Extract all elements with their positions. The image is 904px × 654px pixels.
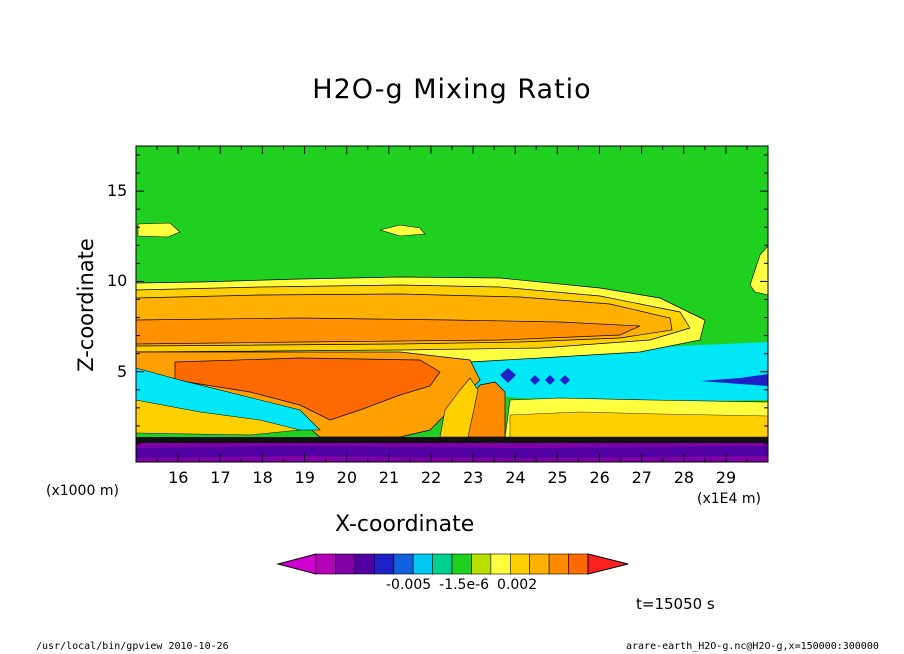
colorbar-swatch xyxy=(548,553,569,575)
x-tick-label: 27 xyxy=(631,468,652,487)
colorbar-swatch xyxy=(471,553,492,575)
x-tick-label: 25 xyxy=(547,468,568,487)
y-tick-label: 10 xyxy=(107,271,128,291)
contour-field xyxy=(135,146,769,462)
surface-boundary xyxy=(136,437,768,443)
colorbar-swatch xyxy=(412,553,433,575)
x-scale-label: (x1E4 m) xyxy=(697,491,761,507)
x-tick-label: 17 xyxy=(210,468,231,487)
colorbar-swatch xyxy=(393,553,414,575)
colorbar-tick-label: -1.5e-6 xyxy=(439,577,490,593)
x-tick-label: 16 xyxy=(168,468,189,487)
x-tick-label: 22 xyxy=(420,468,442,487)
chart-title: H2O-g Mixing Ratio xyxy=(312,74,592,105)
colorbar-swatch xyxy=(432,553,453,575)
y-axis-label: Z-coordinate xyxy=(74,238,98,372)
y-tick-marks xyxy=(136,154,768,445)
colorbar-swatch xyxy=(490,553,511,575)
blue-band xyxy=(700,374,768,386)
time-label: t=15050 s xyxy=(636,595,715,613)
colorbar-swatch xyxy=(335,553,356,575)
colorbar-swatch xyxy=(451,553,472,575)
x-tick-label: 28 xyxy=(673,468,695,487)
core-band xyxy=(135,317,641,345)
colorbar-tick-label: -0.005 xyxy=(386,577,432,593)
x-tick-label: 18 xyxy=(252,468,273,487)
footer-left: /usr/local/bin/gpview 2010-10-26 xyxy=(36,641,229,652)
x-tick-label: 26 xyxy=(589,468,610,487)
x-tick-label: 29 xyxy=(715,468,737,487)
colorbar-swatch xyxy=(509,553,531,575)
y-tick-label: 5 xyxy=(117,361,128,381)
x-tick-marks xyxy=(156,146,748,462)
colorbar-tick-label: 0.002 xyxy=(497,577,538,593)
x-tick-label: 24 xyxy=(505,468,526,487)
colorbar-swatch xyxy=(568,553,589,575)
colorbar-labels: -0.005 -1.5e-6 0.002 xyxy=(386,577,545,593)
blue-diamond xyxy=(545,375,555,385)
blue-diamond xyxy=(530,375,540,385)
blue-diamond xyxy=(500,368,516,383)
y-tick-label: 15 xyxy=(107,181,128,201)
x-tick-label: 23 xyxy=(463,468,484,487)
footer-right: arare-earth_H2O-g.nc@H2O-g,x=150000:3000… xyxy=(626,641,879,652)
colorbar-swatch xyxy=(373,553,395,575)
right-low-gold xyxy=(509,411,769,438)
yellow-patch xyxy=(137,222,181,238)
orange-core xyxy=(174,357,441,421)
x-tick-label: 19 xyxy=(294,468,315,487)
x-tick-label: 20 xyxy=(336,468,358,487)
colorbar-min-arrow xyxy=(276,553,317,575)
colorbar xyxy=(276,553,629,575)
colorbar-max-arrow xyxy=(587,553,629,575)
colorbar-swatch xyxy=(354,553,375,575)
x-tick-label: 21 xyxy=(378,468,400,487)
colorbar-swatch xyxy=(529,553,550,575)
x-axis-label: X-coordinate xyxy=(335,512,475,537)
x-unit-label: (x1000 m) xyxy=(46,483,119,499)
colorbar-swatch xyxy=(315,553,336,575)
yellow-patch xyxy=(378,224,426,237)
surface-dark xyxy=(136,446,768,458)
blue-diamond xyxy=(560,375,570,385)
